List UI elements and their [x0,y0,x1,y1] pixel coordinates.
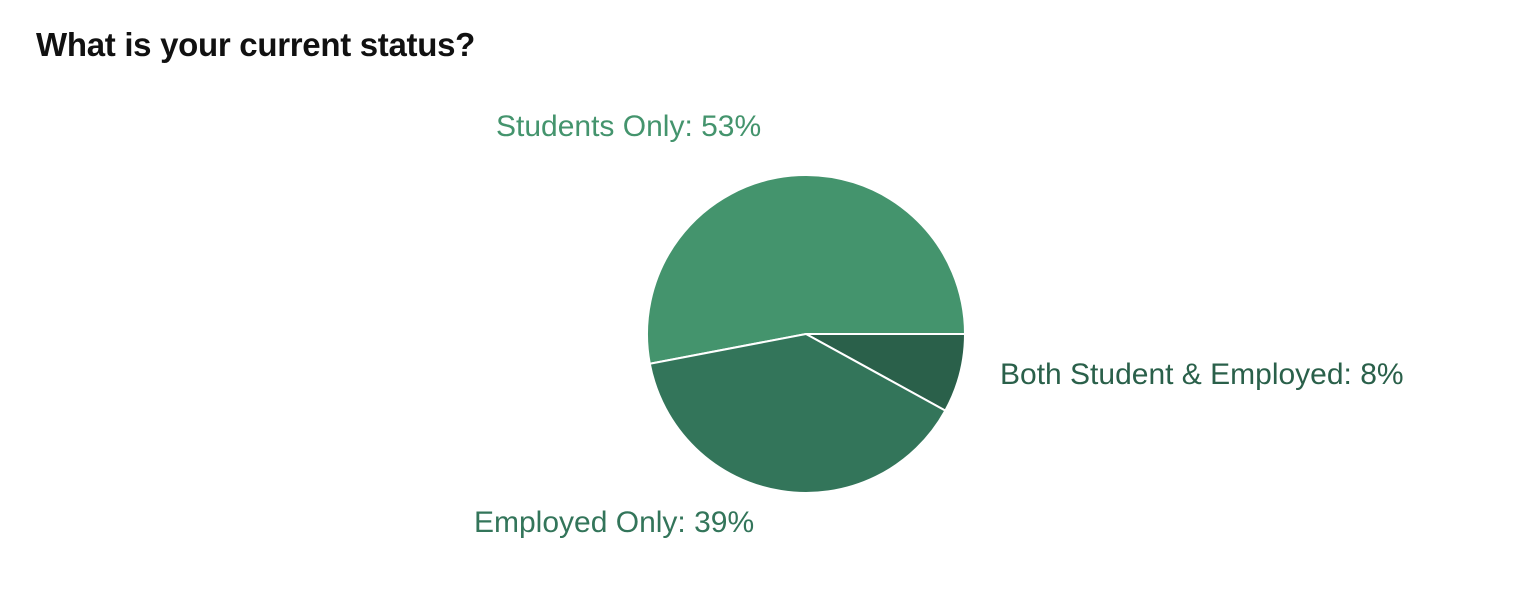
chart-title: What is your current status? [36,26,476,63]
pie-slice-students-only [646,173,967,365]
slice-label-employed-only: Employed Only: 39% [474,506,754,539]
pie-slice-employed-only [648,332,947,494]
slice-label-both-student-employed: Both Student & Employed: 8% [1000,358,1404,391]
pie-slices [646,173,967,494]
slice-label-students-only: Students Only: 53% [496,110,761,143]
